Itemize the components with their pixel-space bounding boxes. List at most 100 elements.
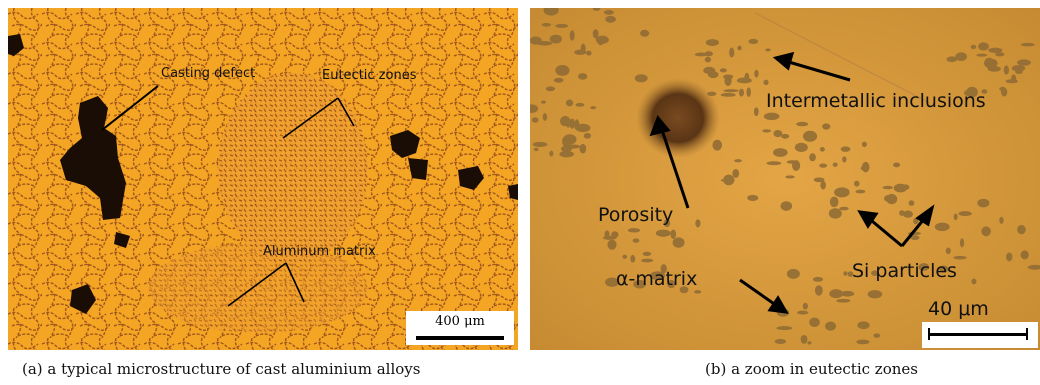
si-particle [729, 47, 735, 58]
si-particle [800, 335, 808, 344]
si-particle [781, 133, 790, 139]
si-particle [970, 44, 977, 50]
si-particle [763, 112, 780, 121]
si-particle [803, 130, 818, 142]
si-particle [605, 15, 616, 23]
si-particle [1003, 65, 1009, 75]
si-particle [953, 213, 958, 221]
si-particle [549, 150, 554, 157]
si-particle [807, 341, 812, 345]
si-particle [747, 194, 759, 202]
si-particle [813, 177, 825, 183]
scale-bar-a-line [416, 336, 504, 340]
si-particle [650, 271, 665, 281]
si-particle [812, 276, 824, 282]
si-particle [958, 211, 972, 217]
scale-bar-a: 400 μm [406, 311, 514, 345]
si-particle [703, 66, 716, 75]
si-particle [867, 290, 883, 299]
si-particle [871, 270, 879, 276]
si-particle [971, 278, 977, 285]
si-particle [977, 198, 990, 208]
si-particle [828, 208, 842, 219]
si-particle [586, 50, 592, 56]
si-particle [563, 134, 577, 145]
si-particle [857, 321, 870, 330]
si-particle [1017, 59, 1031, 66]
si-particle [820, 180, 826, 190]
si-particle [945, 247, 951, 255]
si-particle [577, 73, 588, 80]
si-particle [861, 161, 870, 173]
si-particle [842, 156, 847, 163]
si-particle [1027, 264, 1040, 270]
scale-bar-a-label: 400 μm [435, 314, 485, 329]
si-particle [773, 148, 788, 157]
si-particle [660, 264, 667, 274]
si-particle [655, 229, 671, 237]
si-particle [1020, 250, 1029, 260]
si-particle [802, 302, 808, 310]
si-particle [918, 263, 930, 271]
label-aluminum-matrix: Aluminum matrix [263, 244, 376, 259]
si-particle [796, 121, 809, 127]
si-particle [762, 129, 772, 133]
si-particle [776, 326, 793, 331]
si-particle [886, 193, 898, 205]
si-particle [786, 268, 800, 279]
si-particle [622, 254, 628, 259]
si-particle [679, 286, 689, 294]
si-particle [632, 238, 640, 243]
si-particle [814, 285, 823, 296]
si-particle [847, 271, 854, 277]
si-particle [901, 184, 910, 191]
si-particle [592, 29, 599, 39]
si-particle [981, 226, 991, 237]
si-particle [634, 74, 648, 83]
si-particle [825, 321, 837, 331]
si-particle [843, 271, 848, 276]
si-particle [829, 289, 844, 299]
si-particle [704, 56, 712, 63]
si-particle [720, 92, 736, 97]
si-particle [938, 265, 949, 273]
si-particle [605, 277, 619, 287]
si-particle [829, 196, 839, 208]
si-particle [543, 8, 559, 16]
si-particle [736, 77, 752, 84]
si-particle [766, 161, 782, 166]
si-particle [602, 235, 617, 240]
si-particle [819, 163, 828, 168]
si-particle [753, 107, 759, 117]
si-particle [794, 142, 808, 152]
si-particle [734, 159, 742, 163]
si-particle [1001, 87, 1008, 97]
si-particle [893, 162, 901, 168]
si-particle [946, 56, 958, 63]
si-particle [672, 237, 685, 248]
si-particle [832, 162, 838, 167]
si-particle [774, 338, 787, 344]
si-particle [549, 34, 562, 44]
si-particle [737, 45, 742, 51]
si-particle [839, 206, 849, 211]
si-particle [1020, 42, 1035, 47]
si-particle [748, 38, 759, 45]
si-particle [559, 150, 574, 158]
si-particle [819, 147, 825, 152]
si-particle [1006, 252, 1013, 262]
si-particle [822, 123, 831, 130]
si-particle [988, 47, 1003, 53]
si-particle [565, 144, 581, 149]
si-particle [995, 52, 1005, 57]
si-particle [559, 115, 571, 127]
si-particle [966, 86, 978, 98]
si-particle [840, 290, 855, 297]
label-casting-defect: Casting defect [161, 66, 256, 81]
si-particle [533, 147, 539, 152]
si-particle [633, 279, 647, 289]
si-particle [754, 69, 759, 78]
label-porosity: Porosity [598, 204, 674, 226]
si-particle [565, 99, 574, 107]
si-particle [1011, 65, 1026, 72]
